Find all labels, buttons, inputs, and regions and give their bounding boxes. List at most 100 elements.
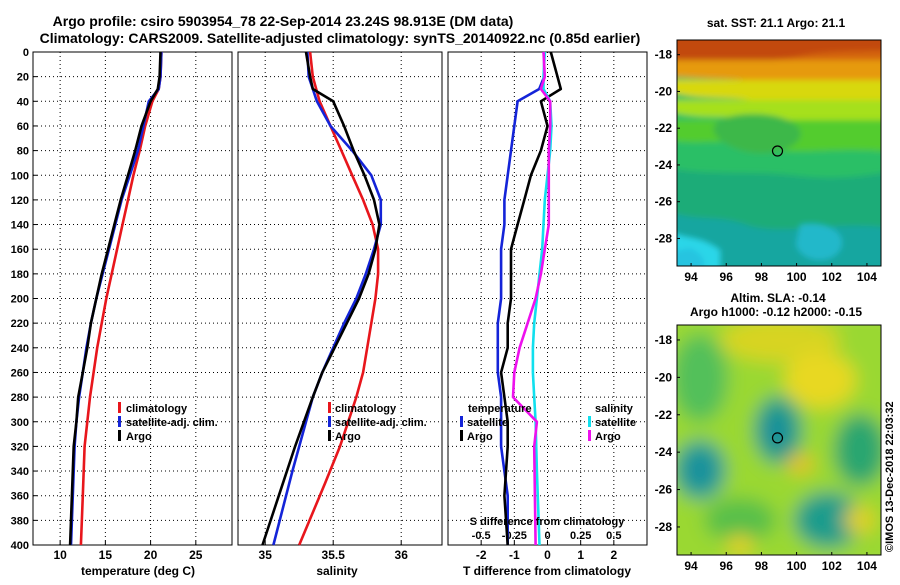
y-tick-label: 340: [11, 466, 29, 478]
y-tick-label: 220: [11, 318, 29, 330]
salinity-panel: 35 35.5 36 salinity climatology satellite-…: [237, 51, 443, 578]
sla-argo-location-marker: [771, 432, 784, 444]
y-tick-label: 140: [11, 220, 29, 232]
x-tick-label: 15: [99, 548, 113, 562]
y-tick-label: 360: [11, 491, 29, 503]
x-tick-label: 35.5: [322, 548, 346, 562]
map-x-tick-label: 98: [755, 270, 769, 284]
salinity-plot-frame: [237, 51, 443, 546]
x-tick-label: -2: [476, 548, 487, 562]
title-line-2: Climatology: CARS2009. Satellite-adjuste…: [40, 30, 641, 46]
y-tick-label: 100: [11, 170, 29, 182]
y-tick-label: 80: [17, 146, 29, 158]
legend-swatch-climatology: [118, 402, 121, 413]
map-x-tick-label: 96: [720, 270, 734, 284]
temperature-legend: climatology satellite-adj. clim. Argo: [118, 402, 218, 443]
legend-label-sal-satellite: satellite: [595, 417, 636, 429]
legend-swatch-sal-satellite: [588, 416, 591, 427]
sla-heatmap-image: [677, 325, 881, 555]
x-tick-label: 36: [395, 548, 409, 562]
map-x-tick-label: 104: [857, 559, 877, 573]
imos-credit: ©IMOS 13-Dec-2018 22:03:32: [884, 401, 896, 552]
map-x-tick-label: 104: [857, 270, 877, 284]
x2-tick-label: -0.5: [472, 530, 491, 542]
sst-map-panel: sat. SST: 21.1 Argo: 21.1 94 96 98 100 102 10…: [655, 16, 882, 284]
sst-map-frame: [676, 39, 882, 267]
y-tick-label: 400: [11, 540, 29, 552]
map-y-tick-label: -24: [655, 158, 673, 172]
y-tick-label: 20: [17, 72, 29, 84]
map-x-tick-label: 102: [822, 270, 842, 284]
title-line-1: Argo profile: csiro 5903954_78 22-Sep-20…: [53, 13, 514, 29]
difference-xlabel: T difference from climatology: [463, 564, 631, 578]
map-y-tick-label: -22: [655, 121, 673, 135]
x-tick-label: 10: [53, 548, 67, 562]
legend-label-temp-satellite: satellite: [467, 417, 508, 429]
x-tick-label: 2: [610, 548, 617, 562]
legend-label-argo: Argo: [126, 431, 152, 443]
x-tick-label: 0: [544, 548, 551, 562]
y-tick-label: 280: [11, 392, 29, 404]
map-y-tick-label: -28: [655, 231, 673, 245]
map-x-tick-label: 94: [684, 270, 698, 284]
y-tick-label: 380: [11, 515, 29, 527]
legend-swatch-sal-argo: [588, 430, 591, 441]
x-tick-label: 35: [259, 548, 273, 562]
map-y-tick-label: -20: [655, 84, 673, 98]
salinity-xlabel: salinity: [316, 564, 358, 578]
map-y-tick-label: -26: [655, 483, 673, 497]
x-tick-label: 1: [577, 548, 584, 562]
series-line-satellite-adj-clim-: [272, 51, 383, 546]
x2-tick-label: 0.25: [570, 530, 591, 542]
legend-swatch-satellite-adj: [118, 416, 121, 427]
series-line-temperature-argo: [499, 51, 563, 546]
y-tick-label: 120: [11, 195, 29, 207]
y-tick-label: 0: [23, 47, 29, 59]
sla-map-title: Altim. SLA: -0.14: [730, 291, 826, 305]
y-tick-label: 180: [11, 269, 29, 281]
legend-swatch-temp-satellite: [460, 416, 463, 427]
legend-swatch-argo: [118, 430, 121, 441]
map-x-tick-label: 98: [755, 559, 769, 573]
map-y-tick-label: -18: [655, 333, 673, 347]
series-line-argo: [68, 51, 162, 546]
y-tick-label: 240: [11, 343, 29, 355]
map-y-tick-label: -18: [655, 48, 673, 62]
series-line-temperature-satellite: [496, 52, 546, 545]
x-tick-label: 25: [189, 548, 203, 562]
sst-map-title: sat. SST: 21.1 Argo: 21.1: [707, 16, 846, 30]
y-tick-label: 60: [17, 121, 29, 133]
map-y-tick-label: -26: [655, 195, 673, 209]
sla-map-subtitle: Argo h1000: -0.12 h2000: -0.15: [690, 305, 862, 319]
legend-label-temp-argo: Argo: [467, 431, 493, 443]
series-line-salinity-argo: [511, 51, 552, 546]
y-tick-label: 320: [11, 441, 29, 453]
legend-swatch-temp-argo: [460, 430, 463, 441]
x2-tick-label: 0.5: [606, 530, 621, 542]
map-y-tick-label: -24: [655, 445, 673, 459]
map-y-tick-label: -22: [655, 408, 673, 422]
series-line-argo: [261, 51, 381, 546]
map-x-tick-label: 102: [822, 559, 842, 573]
legend-title-temperature: temperature: [468, 403, 532, 415]
legend-label-argo: Argo: [335, 431, 361, 443]
map-y-tick-label: -20: [655, 370, 673, 384]
y-tick-label: 160: [11, 244, 29, 256]
temperature-panel: 0 20 40 60 80 100 120 140 160 180 200 220 240 260 280 3…: [11, 47, 233, 578]
x-tick-label: -1: [509, 548, 520, 562]
map-x-tick-label: 94: [684, 559, 698, 573]
difference-panel: -2 -1 0 1 2-0.5 -0.25 0 0.25 0.5 S difference fr…: [447, 51, 648, 578]
difference-x2label: S difference from climatology: [470, 516, 626, 528]
map-y-tick-label: -28: [655, 520, 673, 534]
map-x-tick-label: 100: [787, 559, 807, 573]
difference-legend-salinity: salinity satellite Argo: [588, 403, 636, 443]
legend-label-climatology: climatology: [126, 403, 188, 415]
x-tick-label: 20: [144, 548, 158, 562]
legend-swatch-argo: [328, 430, 331, 441]
y-tick-label: 300: [11, 417, 29, 429]
legend-label-sal-argo: Argo: [595, 431, 621, 443]
legend-label-climatology: climatology: [335, 403, 397, 415]
legend-title-salinity: salinity: [595, 403, 634, 415]
series-line-climatology: [79, 51, 163, 546]
sla-map-frame: [676, 324, 882, 556]
